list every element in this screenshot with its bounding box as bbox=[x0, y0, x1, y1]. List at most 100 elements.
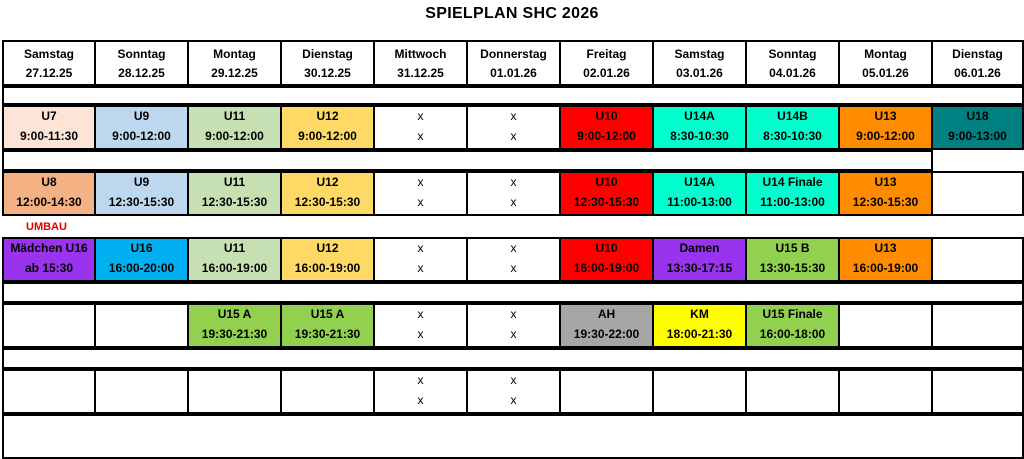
schedule-slot: U15 B 13:30-15:30 bbox=[745, 237, 840, 282]
schedule-slot: U14A 11:00-13:00 bbox=[652, 171, 747, 216]
slot-team: U15 A bbox=[217, 307, 252, 321]
schedule-slot: Damen 13:30-17:15 bbox=[652, 237, 747, 282]
slot-time: x bbox=[510, 261, 517, 275]
day-date: 31.12.25 bbox=[397, 66, 444, 80]
page-title: SPIELPLAN SHC 2026 bbox=[425, 5, 599, 22]
slot-team: U14A bbox=[684, 175, 715, 189]
slot-team: U11 bbox=[223, 175, 246, 189]
slot-team: U15 Finale bbox=[762, 307, 823, 321]
slot-time: 12:30-15:30 bbox=[294, 195, 361, 209]
spacer-row bbox=[2, 150, 933, 171]
spacer-row bbox=[2, 282, 1024, 303]
slot-time: 12:30-15:30 bbox=[201, 195, 268, 209]
slot-time: 9:00-13:00 bbox=[948, 129, 1007, 143]
slot-time: x bbox=[510, 129, 517, 143]
slot-time: 9:00-12:00 bbox=[205, 129, 264, 143]
slot-team: x bbox=[510, 175, 517, 189]
schedule-slot: U14B 8:30-10:30 bbox=[745, 105, 840, 150]
slot-team: U16 bbox=[130, 241, 153, 255]
slot-time: x bbox=[417, 327, 424, 341]
umbau-note: UMBAU bbox=[26, 221, 67, 233]
schedule-slot bbox=[931, 237, 1024, 282]
schedule-slot: U10 12:30-15:30 bbox=[559, 171, 654, 216]
day-date: 06.01.26 bbox=[954, 66, 1001, 80]
schedule-slot: U9 9:00-12:00 bbox=[94, 105, 189, 150]
schedule-slot: Mädchen U16 ab 15:30 bbox=[2, 237, 96, 282]
day-date: 05.01.26 bbox=[862, 66, 909, 80]
slot-time: 16:00-19:00 bbox=[294, 261, 361, 275]
slot-team: U7 bbox=[41, 109, 57, 123]
slot-time: 12:30-15:30 bbox=[108, 195, 175, 209]
slot-team: U15 B bbox=[775, 241, 810, 255]
day-header-cell: Donnerstag 01.01.26 bbox=[466, 40, 561, 86]
day-header-cell: Sonntag 04.01.26 bbox=[745, 40, 840, 86]
schedule-slot bbox=[94, 303, 189, 348]
day-name: Donnerstag bbox=[480, 47, 547, 61]
spacer-row bbox=[2, 414, 1024, 459]
schedule-slot: U7 9:00-11:30 bbox=[2, 105, 96, 150]
day-header-cell: Dienstag 30.12.25 bbox=[280, 40, 375, 86]
day-date: 29.12.25 bbox=[211, 66, 258, 80]
slot-team: x bbox=[510, 373, 517, 387]
slot-team: U8 bbox=[41, 175, 57, 189]
day-date: 02.01.26 bbox=[583, 66, 630, 80]
slot-team: x bbox=[417, 175, 424, 189]
day-header-cell: Sonntag 28.12.25 bbox=[94, 40, 189, 86]
slot-time: 8:30-10:30 bbox=[670, 129, 729, 143]
schedule-slot bbox=[559, 369, 654, 414]
slot-time: x bbox=[417, 393, 424, 407]
schedule-slot bbox=[187, 369, 282, 414]
schedule-slot: U10 9:00-12:00 bbox=[559, 105, 654, 150]
day-name: Montag bbox=[213, 47, 256, 61]
day-header-cell: Samstag 27.12.25 bbox=[2, 40, 96, 86]
slot-time: 9:00-12:00 bbox=[112, 129, 171, 143]
day-header-cell: Montag 29.12.25 bbox=[187, 40, 282, 86]
slot-team: U14 Finale bbox=[762, 175, 823, 189]
schedule-slot: U13 9:00-12:00 bbox=[838, 105, 933, 150]
slot-time: 12:00-14:30 bbox=[16, 195, 82, 209]
slot-team: U11 bbox=[223, 241, 246, 255]
schedule-slot: U15 A 19:30-21:30 bbox=[280, 303, 375, 348]
slot-team: x bbox=[510, 109, 517, 123]
schedule-slot: U12 12:30-15:30 bbox=[280, 171, 375, 216]
slot-team: U9 bbox=[133, 175, 150, 189]
schedule-slot bbox=[280, 369, 375, 414]
slot-time: x bbox=[510, 327, 517, 341]
slot-time: 13:30-15:30 bbox=[759, 261, 826, 275]
slot-team: U12 bbox=[316, 241, 339, 255]
slot-team: U10 bbox=[595, 175, 618, 189]
day-header-cell: Freitag 02.01.26 bbox=[559, 40, 654, 86]
schedule-slot: U18 9:00-13:00 bbox=[931, 105, 1024, 150]
schedule-slot: U11 12:30-15:30 bbox=[187, 171, 282, 216]
slot-team: x bbox=[510, 307, 517, 321]
slot-team: AH bbox=[597, 307, 616, 321]
slot-time: x bbox=[417, 261, 424, 275]
slot-time: 9:00-12:00 bbox=[856, 129, 915, 143]
spacer-row bbox=[2, 86, 1024, 105]
schedule-slot: U12 9:00-12:00 bbox=[280, 105, 375, 150]
schedule-slot bbox=[2, 303, 96, 348]
day-date: 27.12.25 bbox=[25, 66, 73, 80]
day-date: 01.01.26 bbox=[490, 66, 537, 80]
schedule-slot: U14A 8:30-10:30 bbox=[652, 105, 747, 150]
slot-time: ab 15:30 bbox=[24, 261, 74, 275]
day-name: Samstag bbox=[674, 47, 725, 61]
slot-time: 16:00-19:00 bbox=[573, 261, 640, 275]
slot-team: Damen bbox=[679, 241, 720, 255]
slot-time: 19:30-22:00 bbox=[573, 327, 640, 341]
slot-time: 16:00-20:00 bbox=[108, 261, 175, 275]
day-name: Freitag bbox=[586, 47, 627, 61]
slot-time: 9:00-12:00 bbox=[577, 129, 636, 143]
slot-time: x bbox=[417, 129, 424, 143]
slot-team: Mädchen U16 bbox=[10, 241, 88, 255]
slot-time: 16:00-19:00 bbox=[201, 261, 268, 275]
day-name: Sonntag bbox=[117, 47, 166, 61]
slot-time: x bbox=[510, 393, 517, 407]
